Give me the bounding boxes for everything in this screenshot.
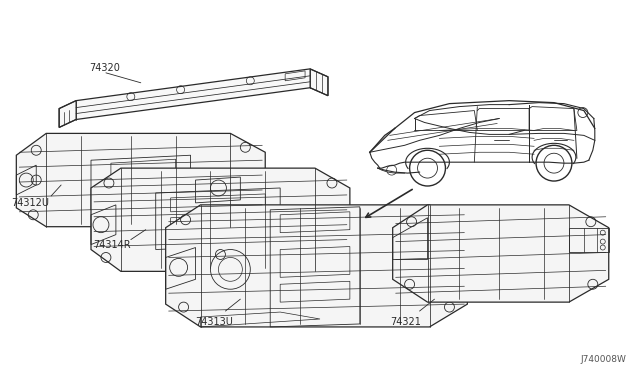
Polygon shape xyxy=(166,205,467,327)
Text: 74313U: 74313U xyxy=(196,317,234,327)
Text: 74314R: 74314R xyxy=(93,240,131,250)
Text: J740008W: J740008W xyxy=(580,355,627,364)
Text: 74320: 74320 xyxy=(89,63,120,73)
Polygon shape xyxy=(91,168,350,271)
Text: 74321: 74321 xyxy=(390,317,420,327)
Polygon shape xyxy=(17,134,265,227)
Text: 74312U: 74312U xyxy=(12,198,49,208)
Polygon shape xyxy=(393,205,609,302)
Polygon shape xyxy=(59,69,328,128)
